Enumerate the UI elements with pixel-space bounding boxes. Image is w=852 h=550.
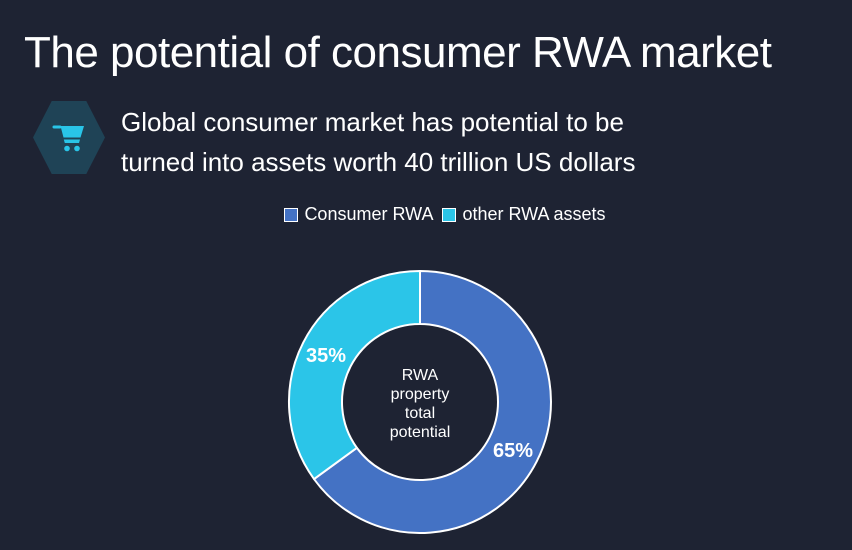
callout-line-2: turned into assets worth 40 trillion US … [121,147,636,177]
hexagon-badge [33,101,105,174]
donut-slice-other-rwa [287,270,421,481]
center-label-line-4: potential [389,424,451,441]
cart-basket [60,125,84,137]
donut-center-label: RWA property total potential [350,366,490,442]
cart-frame [63,139,80,143]
donut-chart: 35% 65% [287,270,552,534]
legend-swatch-consumer-rwa [284,207,299,222]
legend-swatch-other-rwa [442,207,457,222]
slice-label-consumer-rwa: 65% [493,440,533,462]
center-label-line-3: total [404,405,436,422]
legend-label-other-rwa: other RWA assets [462,204,606,224]
donut-slice-consumer-rwa [313,270,552,534]
slice-label-other-rwa: 35% [306,345,346,367]
chart-legend: Consumer RWA other RWA assets [19,204,852,225]
callout-line-1: Global consumer market has potential to … [121,107,624,137]
legend-item-other-rwa: other RWA assets [442,204,606,225]
page-title: The potential of consumer RWA market [24,28,772,77]
legend-label-consumer-rwa: Consumer RWA [304,204,434,224]
cart-wheel-left [64,145,70,151]
legend-item-consumer-rwa: Consumer RWA [284,204,433,225]
callout-text: Global consumer market has potential to … [121,102,635,182]
center-label-line-2: property [390,386,450,403]
cart-wheel-right [74,145,80,151]
shopping-cart-icon [52,125,84,151]
center-label-line-1: RWA [401,367,439,384]
